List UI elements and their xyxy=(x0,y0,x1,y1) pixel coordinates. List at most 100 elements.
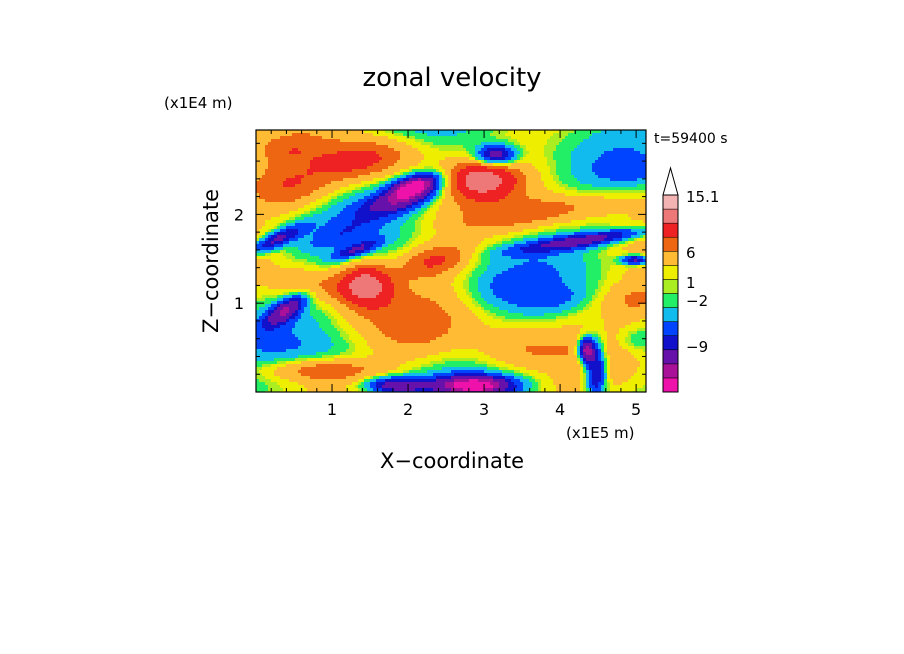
contour-cell xyxy=(520,211,524,215)
contour-cell xyxy=(571,157,575,161)
contour-cell xyxy=(319,142,323,146)
contour-cell xyxy=(400,175,404,179)
contour-cell xyxy=(505,136,509,140)
contour-cell xyxy=(331,130,335,134)
contour-cell xyxy=(595,223,599,227)
contour-cell xyxy=(475,160,479,164)
contour-cell xyxy=(382,133,386,137)
contour-cell xyxy=(400,199,404,203)
contour-cell xyxy=(586,241,590,245)
contour-cell xyxy=(328,193,332,197)
contour-cell xyxy=(385,235,389,239)
contour-cell xyxy=(616,190,620,194)
contour-cell xyxy=(517,214,521,218)
contour-cell xyxy=(382,160,386,164)
contour-cell xyxy=(361,226,365,230)
contour-cell xyxy=(325,175,329,179)
contour-cell xyxy=(433,169,437,173)
contour-cell xyxy=(337,214,341,218)
contour-cell xyxy=(568,169,572,173)
contour-cell xyxy=(271,181,275,185)
contour-cell xyxy=(472,136,476,140)
contour-cell xyxy=(535,223,539,227)
contour-cell xyxy=(310,145,314,149)
contour-cell xyxy=(301,196,305,200)
contour-cell xyxy=(442,160,446,164)
contour-cell xyxy=(547,184,551,188)
contour-cell xyxy=(370,214,374,218)
contour-cell xyxy=(538,175,542,179)
contour-cell xyxy=(610,229,614,233)
contour-cell xyxy=(568,205,572,209)
contour-cell xyxy=(490,163,494,167)
contour-cell xyxy=(589,211,593,215)
contour-cell xyxy=(346,229,350,233)
contour-cell xyxy=(619,151,623,155)
contour-cell xyxy=(613,172,617,176)
contour-cell xyxy=(469,187,473,191)
contour-cell xyxy=(484,196,488,200)
contour-cell xyxy=(400,223,404,227)
contour-cell xyxy=(361,241,365,245)
contour-cell xyxy=(544,160,548,164)
contour-cell xyxy=(412,154,416,158)
contour-cell xyxy=(478,181,482,185)
contour-cell xyxy=(580,145,584,149)
contour-cell xyxy=(415,193,419,197)
contour-cell xyxy=(385,166,389,170)
contour-cell xyxy=(604,217,608,221)
contour-cell xyxy=(466,196,470,200)
contour-cell xyxy=(316,196,320,200)
contour-cell xyxy=(313,178,317,182)
contour-cell xyxy=(487,241,491,245)
contour-cell xyxy=(307,169,311,173)
contour-cell xyxy=(529,217,533,221)
contour-cell xyxy=(472,220,476,224)
contour-cell xyxy=(424,136,428,140)
contour-cell xyxy=(466,235,470,239)
contour-cell xyxy=(556,220,560,224)
contour-cell xyxy=(424,193,428,197)
contour-cell xyxy=(415,184,419,188)
contour-cell xyxy=(628,145,632,149)
contour-cell xyxy=(262,223,266,227)
contour-cell xyxy=(466,151,470,155)
contour-cell xyxy=(304,145,308,149)
contour-cell xyxy=(484,151,488,155)
contour-cell xyxy=(463,163,467,167)
contour-cell xyxy=(322,211,326,215)
contour-cell xyxy=(331,205,335,209)
contour-cell xyxy=(523,178,527,182)
contour-cell xyxy=(574,145,578,149)
contour-cell xyxy=(535,190,539,194)
contour-cell xyxy=(589,196,593,200)
contour-cell xyxy=(349,190,353,194)
contour-cell xyxy=(265,136,269,140)
contour-cell xyxy=(550,238,554,242)
contour-cell xyxy=(472,232,476,236)
contour-cell xyxy=(628,193,632,197)
contour-cell xyxy=(634,208,638,212)
contour-cell xyxy=(271,211,275,215)
contour-cell xyxy=(574,175,578,179)
contour-cell xyxy=(385,199,389,203)
contour-cell xyxy=(526,184,530,188)
contour-cell xyxy=(409,217,413,221)
contour-cell xyxy=(508,154,512,158)
contour-cell xyxy=(571,214,575,218)
contour-cell xyxy=(616,145,620,149)
contour-cell xyxy=(406,151,410,155)
contour-cell xyxy=(460,187,464,191)
contour-cell xyxy=(445,181,449,185)
contour-cell xyxy=(517,229,521,233)
contour-cell xyxy=(328,142,332,146)
contour-cell xyxy=(577,142,581,146)
contour-cell xyxy=(592,136,596,140)
contour-cell xyxy=(319,226,323,230)
contour-cell xyxy=(472,157,476,161)
contour-cell xyxy=(370,241,374,245)
contour-cell xyxy=(436,136,440,140)
contour-cell xyxy=(322,166,326,170)
contour-cell xyxy=(340,160,344,164)
contour-cell xyxy=(292,202,296,206)
